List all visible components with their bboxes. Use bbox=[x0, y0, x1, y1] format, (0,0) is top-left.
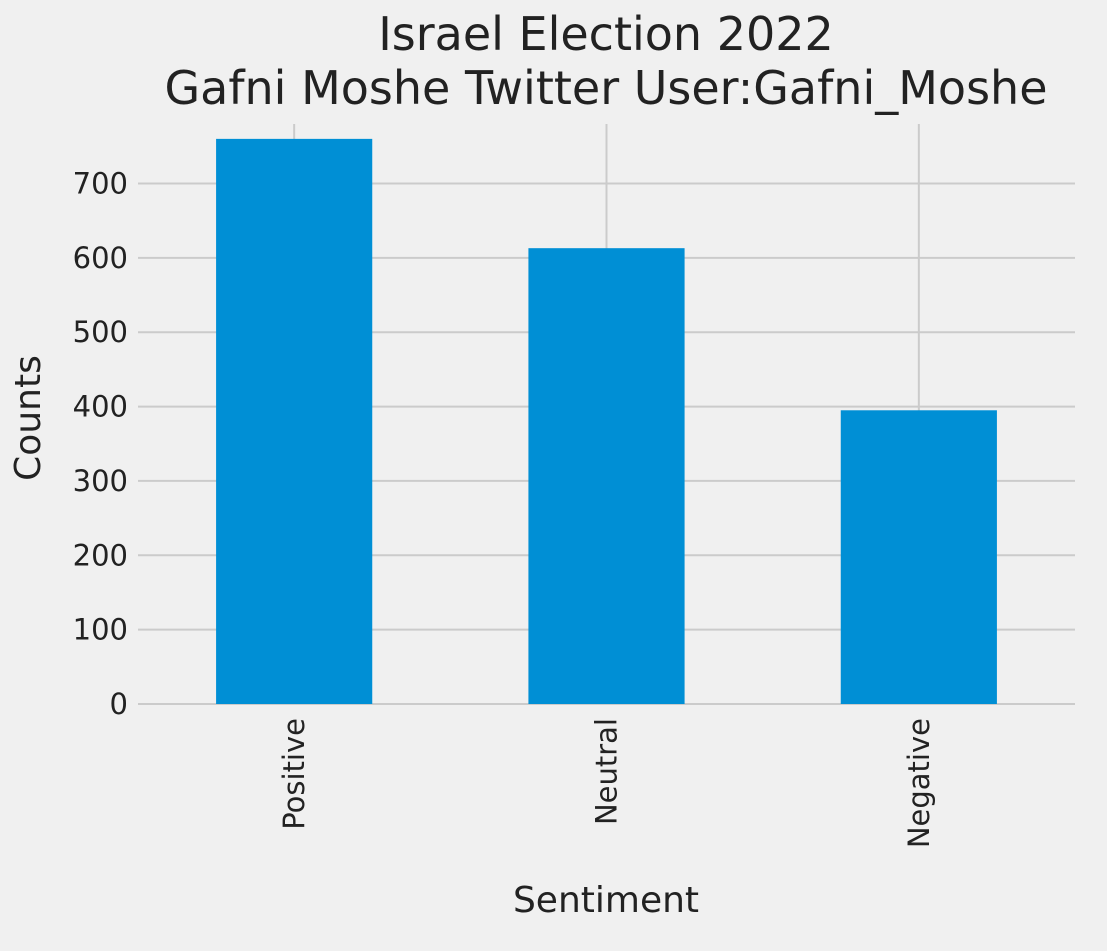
x-axis-label: Sentiment bbox=[513, 880, 699, 921]
y-tick-label-6: 600 bbox=[73, 241, 128, 275]
y-axis-ticks: 0 100 200 300 400 500 600 700 bbox=[73, 166, 128, 721]
y-axis-label: Counts bbox=[8, 355, 49, 481]
y-tick-label-4: 400 bbox=[73, 390, 128, 424]
x-tick-label-negative: Negative bbox=[902, 718, 936, 848]
chart-title-line-2: Gafni Moshe Twitter User:Gafni_Moshe bbox=[164, 61, 1047, 115]
bar-negative bbox=[840, 410, 997, 704]
x-tick-label-neutral: Neutral bbox=[590, 718, 624, 825]
y-tick-label-3: 300 bbox=[73, 464, 128, 498]
bar-positive bbox=[216, 138, 373, 704]
bars bbox=[216, 138, 997, 704]
y-tick-label-7: 700 bbox=[73, 166, 128, 200]
bar-neutral bbox=[528, 248, 685, 704]
y-tick-label-5: 500 bbox=[73, 315, 128, 349]
chart-title-line-1: Israel Election 2022 bbox=[378, 7, 834, 61]
x-axis-ticks: Positive Neutral Negative bbox=[277, 718, 936, 848]
x-tick-label-positive: Positive bbox=[277, 718, 311, 830]
y-tick-label-2: 200 bbox=[73, 538, 128, 572]
y-tick-label-0: 0 bbox=[110, 687, 128, 721]
y-tick-label-1: 100 bbox=[73, 613, 128, 647]
